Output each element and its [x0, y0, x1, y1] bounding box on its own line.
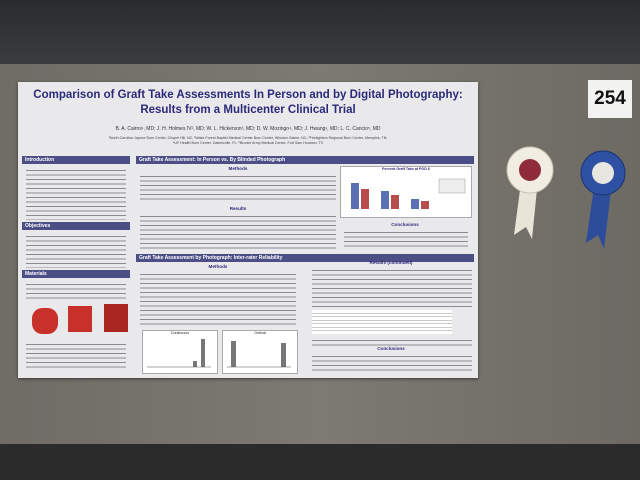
rosette-center [592, 162, 614, 184]
text-block [312, 268, 472, 308]
histogram: Ordinal [222, 330, 298, 374]
text-block [26, 234, 126, 268]
histogram-graphic [147, 339, 211, 368]
section-heading: Introduction [22, 156, 130, 164]
section-heading: Materials [22, 270, 130, 278]
text-block [26, 282, 126, 300]
text-block [140, 174, 336, 202]
histogram-title: Continuous [170, 331, 190, 335]
photo [68, 306, 92, 332]
bar [411, 199, 419, 209]
chart-title: Percent Graft Take at POD 6 [382, 167, 430, 171]
ribbon-tail [586, 180, 612, 249]
text-block [140, 214, 336, 250]
bar [381, 191, 389, 209]
title-line: Comparison of Graft Take Assessments In … [33, 89, 463, 101]
floor [0, 444, 640, 480]
bar [193, 361, 197, 367]
section-heading: Graft Take Assessment by Photograph: Int… [136, 254, 474, 262]
rosette-center [519, 159, 541, 181]
text-block [26, 342, 126, 370]
affiliations: ¹North Carolina Jaycee Burn Center, Chap… [78, 136, 418, 146]
subheading: Conclusions [377, 346, 405, 351]
histogram-graphic [227, 341, 291, 368]
chart: Percent Graft Take at POD 6 [340, 166, 472, 218]
text-block [312, 338, 472, 346]
ribbons [506, 146, 626, 249]
bar [281, 343, 286, 367]
affiliation-line: ¹North Carolina Jaycee Burn Center, Chap… [108, 136, 388, 140]
chart-graphic [351, 178, 466, 209]
bar [421, 201, 429, 209]
histogram: Continuous [142, 330, 218, 374]
text-block [26, 168, 126, 220]
subheading: Conclusions [391, 222, 419, 227]
poster: Comparison of Graft Take Assessments In … [18, 82, 478, 378]
board-number: 254 [588, 80, 632, 118]
subheading: Results (continued) [369, 260, 413, 265]
photo [104, 304, 128, 332]
poster-title: Comparison of Graft Take Assessments In … [18, 88, 478, 118]
affiliation-line: ⁴UF Health Burn Center, Gainesville, FL;… [172, 141, 324, 145]
histogram-title: Ordinal [254, 331, 266, 335]
photo [32, 308, 58, 334]
title-line: Results from a Multicenter Clinical Tria… [140, 104, 356, 116]
text-block [344, 230, 468, 248]
bar [361, 189, 369, 209]
table [312, 310, 452, 334]
legend-box [438, 178, 466, 194]
section-heading: Graft Take Assessment: In Person vs. By … [136, 156, 474, 164]
subheading: Results [229, 206, 247, 211]
bar [231, 341, 236, 367]
bar [351, 183, 359, 209]
subheading: Methods [208, 264, 228, 269]
bar [201, 339, 205, 367]
text-block [140, 272, 296, 328]
text-block [312, 354, 472, 372]
authors: B. A. Cairns¹, MD; J. H. Holmes IV², MD;… [115, 126, 381, 132]
section-heading: Objectives [22, 222, 130, 230]
subheading: Methods [228, 166, 248, 171]
bar [391, 195, 399, 209]
